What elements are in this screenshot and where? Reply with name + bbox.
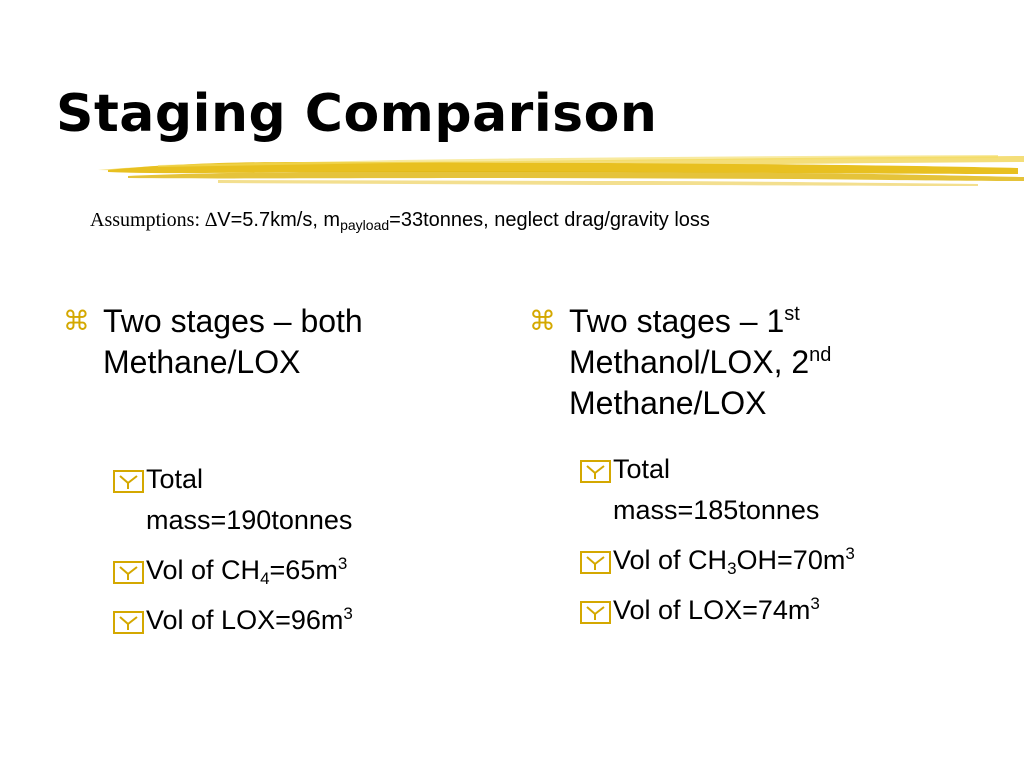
right-sub-vol-lox: Vol of LOX=74m3 — [580, 590, 855, 631]
delta-symbol: ∆ — [205, 209, 218, 231]
right-sub-bullet-list: Total mass=185tonnes Vol of CH3OH=70m3 V… — [580, 449, 855, 640]
left-sub-bullet-list: Total mass=190tonnes Vol of CH4=65m3 Vol… — [113, 459, 353, 650]
vol-ch4-unit-exponent: 3 — [337, 554, 348, 573]
payload-value: =33tonnes — [389, 209, 484, 231]
vol-ch4-prefix: Vol of CH — [146, 555, 261, 585]
assumptions-label: Assumptions: — [90, 209, 206, 231]
right-vol-lox-value: Vol of LOX=74m — [613, 595, 811, 625]
vol-ch3oh-unit-exponent: 3 — [845, 544, 855, 563]
vol-ch3oh-subscript: 3 — [727, 559, 737, 578]
left-total-mass-line-2: mass=190tonnes — [146, 505, 353, 535]
vol-ch3oh-prefix: Vol of CH — [613, 545, 728, 575]
right-main-line-1-ordinal: st — [784, 303, 800, 325]
left-total-mass-line-1: Total — [146, 464, 204, 494]
left-main-line-2: Methane/LOX — [103, 344, 301, 380]
delta-v-value: V=5.7km/s, m — [217, 209, 341, 231]
checkbox-icon — [580, 551, 611, 574]
vol-ch4-value: =65m — [269, 555, 338, 585]
checkbox-icon — [580, 460, 611, 483]
right-vol-lox-unit-exponent: 3 — [810, 594, 820, 613]
checkbox-icon — [113, 470, 144, 493]
checkbox-icon — [113, 611, 144, 634]
right-main-line-2-ordinal: nd — [809, 344, 832, 366]
right-total-mass-line-2: mass=185tonnes — [613, 495, 820, 525]
z-bullet-icon: ⌘ — [529, 306, 556, 337]
left-main-bullet: ⌘ Two stages – both Methane/LOX — [63, 301, 363, 383]
left-vol-lox-value: Vol of LOX=96m — [146, 605, 344, 635]
right-main-line-1: Two stages – 1 — [569, 303, 785, 339]
right-main-line-3: Methane/LOX — [569, 385, 767, 421]
slide-title: Staging Comparison — [56, 84, 658, 144]
right-sub-total-mass: Total mass=185tonnes — [580, 449, 855, 531]
title-underline-brush — [98, 155, 1024, 186]
checkbox-icon — [580, 601, 611, 624]
checkbox-icon — [113, 561, 144, 584]
right-sub-vol-ch3oh: Vol of CH3OH=70m3 — [580, 540, 855, 581]
assumptions-line: Assumptions: ∆V=5.7km/s, mpayload=33tonn… — [90, 205, 710, 235]
left-sub-vol-ch4: Vol of CH4=65m3 — [113, 550, 353, 591]
left-main-line-1: Two stages – both — [103, 303, 363, 339]
vol-ch3oh-value: OH=70m — [736, 545, 846, 575]
z-bullet-icon: ⌘ — [63, 306, 90, 337]
assumptions-tail: , neglect drag/gravity loss — [483, 209, 710, 231]
vol-ch4-subscript: 4 — [260, 569, 270, 588]
right-total-mass-line-1: Total — [613, 454, 671, 484]
left-vol-lox-unit-exponent: 3 — [343, 604, 353, 623]
left-sub-vol-lox: Vol of LOX=96m3 — [113, 600, 353, 641]
payload-subscript: payload — [340, 217, 390, 233]
left-sub-total-mass: Total mass=190tonnes — [113, 459, 353, 541]
right-main-line-2: Methanol/LOX, 2 — [569, 344, 810, 380]
right-main-bullet: ⌘ Two stages – 1st Methanol/LOX, 2nd Meth… — [529, 301, 831, 424]
